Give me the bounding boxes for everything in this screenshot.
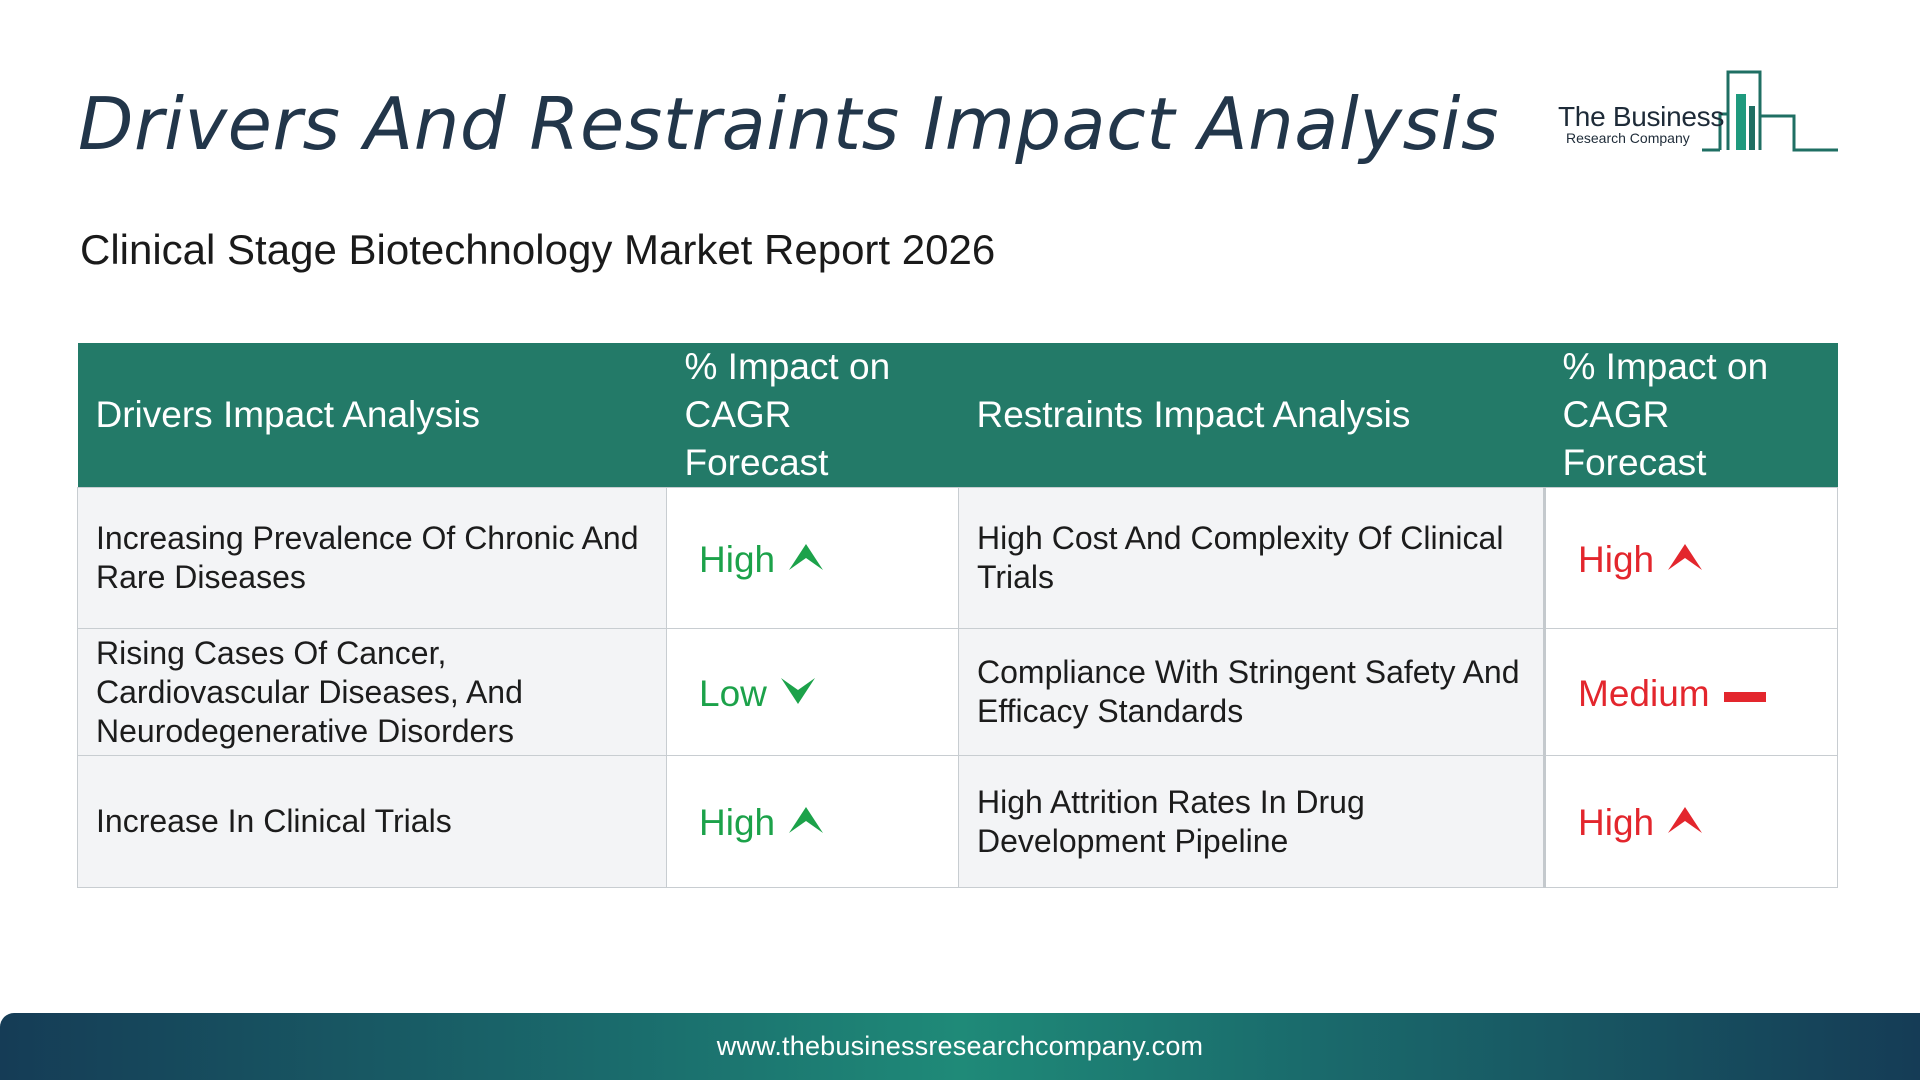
restraint-cell: High Attrition Rates In Drug Development… bbox=[958, 755, 1545, 888]
company-logo: The Business Research Company bbox=[1552, 66, 1838, 156]
restraint-impact-cell: Medium bbox=[1543, 628, 1838, 756]
driver-cell: Increasing Prevalence Of Chronic And Rar… bbox=[77, 487, 667, 629]
driver-cell: Rising Cases Of Cancer, Cardiovascular D… bbox=[77, 628, 667, 756]
restraints-impact-header: % Impact on CAGR Forecast bbox=[1544, 343, 1838, 488]
driver-impact-cell: High bbox=[666, 487, 959, 629]
table-row: Increasing Prevalence Of Chronic And Rar… bbox=[77, 487, 1838, 629]
arrow-up-icon bbox=[789, 803, 824, 842]
restraints-header: Restraints Impact Analysis bbox=[958, 343, 1545, 488]
arrow-up-icon bbox=[1668, 540, 1703, 579]
drivers-header: Drivers Impact Analysis bbox=[77, 343, 667, 488]
arrow-up-icon bbox=[789, 540, 824, 579]
restraint-cell: Compliance With Stringent Safety And Eff… bbox=[958, 628, 1545, 756]
restraint-impact-value: Medium bbox=[1578, 672, 1710, 714]
restraint-impact-value: High bbox=[1578, 538, 1655, 580]
skyline-logo-icon bbox=[1702, 70, 1838, 152]
impact-table: Drivers Impact Analysis % Impact on CAGR… bbox=[77, 343, 1838, 888]
restraint-impact-cell: High bbox=[1543, 755, 1838, 888]
arrow-down-icon bbox=[780, 674, 815, 713]
report-subtitle: Clinical Stage Biotechnology Market Repo… bbox=[80, 226, 996, 273]
table-header-row: Drivers Impact Analysis % Impact on CAGR… bbox=[77, 343, 1838, 488]
logo-subtitle: Research Company bbox=[1566, 130, 1690, 146]
table-row: Rising Cases Of Cancer, Cardiovascular D… bbox=[77, 628, 1838, 756]
restraint-impact-cell: High bbox=[1543, 487, 1838, 629]
page-title: Drivers And Restraints Impact Analysis bbox=[78, 82, 1500, 166]
arrow-up-icon bbox=[1668, 803, 1703, 842]
dash-icon bbox=[1723, 674, 1766, 713]
driver-impact-cell: High bbox=[666, 755, 959, 888]
restraint-impact-value: High bbox=[1578, 802, 1655, 844]
website-link[interactable]: www.thebusinessresearchcompany.com bbox=[716, 1031, 1204, 1061]
logo-name: The Business bbox=[1558, 101, 1725, 132]
restraint-cell: High Cost And Complexity Of Clinical Tri… bbox=[958, 487, 1545, 629]
driver-impact-cell: Low bbox=[666, 628, 959, 756]
footer-bar: www.thebusinessresearchcompany.com bbox=[0, 1013, 1920, 1080]
driver-impact-value: High bbox=[699, 538, 776, 580]
driver-impact-value: High bbox=[699, 802, 776, 844]
driver-cell: Increase In Clinical Trials bbox=[77, 755, 667, 888]
drivers-impact-header: % Impact on CAGR Forecast bbox=[666, 343, 959, 488]
table-row: Increase In Clinical Trials High High At… bbox=[77, 755, 1838, 888]
driver-impact-value: Low bbox=[699, 672, 767, 714]
